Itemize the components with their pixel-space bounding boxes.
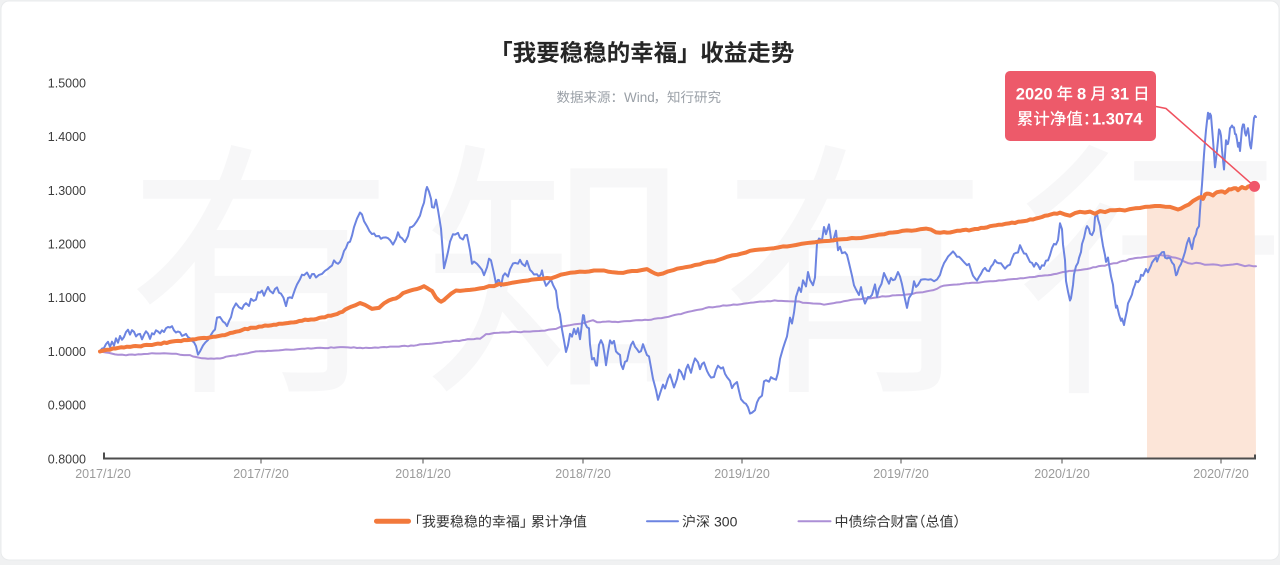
svg-text:2018/1/20: 2018/1/20	[395, 467, 451, 481]
svg-text:1.3074: 1.3074	[1092, 111, 1143, 129]
svg-text:2019/7/20: 2019/7/20	[873, 467, 929, 481]
svg-text:8: 8	[1077, 86, 1086, 104]
svg-text:2019/1/20: 2019/1/20	[714, 467, 770, 481]
svg-text:2020/1/20: 2020/1/20	[1034, 467, 1090, 481]
svg-text:1.3000: 1.3000	[48, 184, 86, 198]
svg-text:2017/1/20: 2017/1/20	[75, 467, 131, 481]
svg-text:2020/7/20: 2020/7/20	[1193, 467, 1249, 481]
svg-text:31: 31	[1111, 86, 1129, 104]
svg-text:2017/7/20: 2017/7/20	[233, 467, 289, 481]
svg-text:2020: 2020	[1016, 86, 1053, 104]
svg-text:0.9000: 0.9000	[48, 399, 86, 413]
svg-text:Wind: Wind	[624, 90, 655, 105]
svg-text:300: 300	[714, 514, 738, 530]
svg-text:1.2000: 1.2000	[48, 238, 86, 252]
svg-text:1.1000: 1.1000	[48, 291, 86, 305]
svg-text:2018/7/20: 2018/7/20	[555, 467, 611, 481]
svg-text:1.4000: 1.4000	[48, 130, 86, 144]
svg-text:1.5000: 1.5000	[48, 76, 86, 90]
svg-text:0.8000: 0.8000	[48, 452, 86, 466]
svg-text:1.0000: 1.0000	[48, 345, 86, 359]
